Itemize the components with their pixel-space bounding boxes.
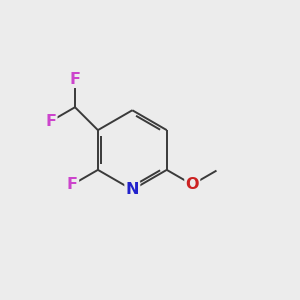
Text: F: F [67, 177, 78, 192]
Text: F: F [45, 114, 56, 129]
Text: F: F [70, 72, 80, 87]
Text: N: N [126, 182, 139, 197]
Text: O: O [185, 177, 199, 192]
